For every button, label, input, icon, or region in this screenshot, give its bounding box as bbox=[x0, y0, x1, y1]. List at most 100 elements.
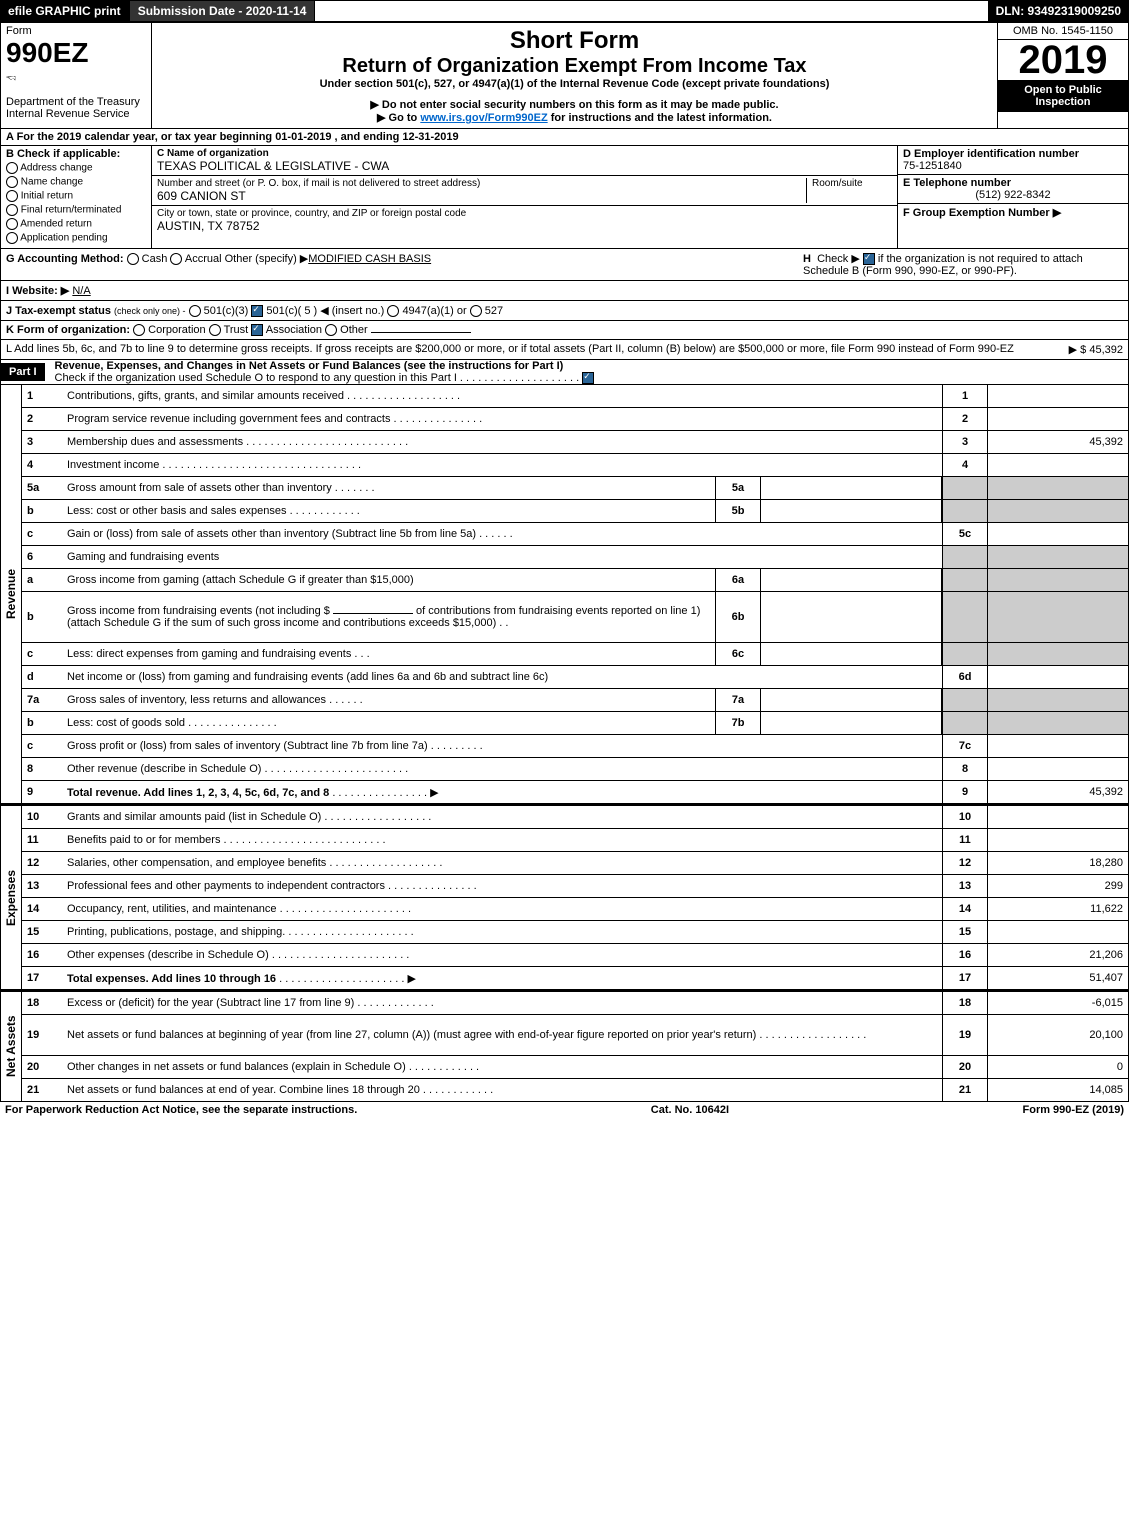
j-4947[interactable] bbox=[387, 305, 399, 317]
initial-return[interactable]: Initial return bbox=[6, 190, 146, 202]
section-d: D Employer identification number 75-1251… bbox=[898, 146, 1128, 175]
j-501c3[interactable] bbox=[189, 305, 201, 317]
line-6c: cLess: direct expenses from gaming and f… bbox=[22, 643, 1128, 666]
line-7b: bLess: cost of goods sold . . . . . . . … bbox=[22, 712, 1128, 735]
part1-check-text: Check if the organization used Schedule … bbox=[55, 372, 1128, 384]
amended-return[interactable]: Amended return bbox=[6, 218, 146, 230]
section-l: L Add lines 5b, 6c, and 7b to line 9 to … bbox=[0, 340, 1129, 360]
line-21: 21Net assets or fund balances at end of … bbox=[22, 1079, 1128, 1101]
line-7a: 7aGross sales of inventory, less returns… bbox=[22, 689, 1128, 712]
section-k: K Form of organization: Corporation Trus… bbox=[0, 321, 1129, 340]
part1-label: Part I bbox=[1, 363, 45, 381]
name-label: C Name of organization bbox=[157, 148, 892, 159]
j-527[interactable] bbox=[470, 305, 482, 317]
top-bar: efile GRAPHIC print Submission Date - 20… bbox=[0, 0, 1129, 22]
city-label: City or town, state or province, country… bbox=[157, 208, 892, 219]
line-6a: aGross income from gaming (attach Schedu… bbox=[22, 569, 1128, 592]
k-trust[interactable] bbox=[209, 324, 221, 336]
j-501c[interactable] bbox=[251, 305, 263, 317]
section-h: H Check ▶ if the organization is not req… bbox=[803, 252, 1123, 277]
line-3: 3Membership dues and assessments . . . .… bbox=[22, 431, 1128, 454]
submission-date: Submission Date - 2020-11-14 bbox=[129, 0, 316, 22]
cash-radio[interactable] bbox=[127, 253, 139, 265]
expenses-table: Expenses 10Grants and similar amounts pa… bbox=[0, 804, 1129, 990]
line-19: 19Net assets or fund balances at beginni… bbox=[22, 1015, 1128, 1056]
section-j: J Tax-exempt status (check only one) - 5… bbox=[0, 301, 1129, 321]
form-header: Form 990EZ 🖘 Department of the Treasury … bbox=[0, 22, 1129, 129]
street-row: Number and street (or P. O. box, if mail… bbox=[152, 176, 897, 206]
section-b-label: B Check if applicable: bbox=[6, 148, 146, 160]
line-11: 11Benefits paid to or for members . . . … bbox=[22, 829, 1128, 852]
efile-label: efile GRAPHIC print bbox=[0, 0, 129, 22]
website: N/A bbox=[72, 285, 90, 297]
line-8: 8Other revenue (describe in Schedule O) … bbox=[22, 758, 1128, 781]
section-f: F Group Exemption Number ▶ bbox=[898, 204, 1128, 221]
form-center: Short Form Return of Organization Exempt… bbox=[152, 23, 997, 128]
form-number: 990EZ bbox=[6, 37, 146, 69]
netassets-table: Net Assets 18Excess or (deficit) for the… bbox=[0, 990, 1129, 1102]
ssn-warning: ▶ Do not enter social security numbers o… bbox=[156, 98, 993, 111]
part1-header: Part I Revenue, Expenses, and Changes in… bbox=[0, 360, 1129, 385]
accounting-other: MODIFIED CASH BASIS bbox=[308, 253, 431, 265]
app-pending[interactable]: Application pending bbox=[6, 232, 146, 244]
addr-change[interactable]: Address change bbox=[6, 162, 146, 174]
irs-link[interactable]: www.irs.gov/Form990EZ bbox=[420, 112, 547, 124]
footer-left: For Paperwork Reduction Act Notice, see … bbox=[5, 1104, 357, 1116]
k-other[interactable] bbox=[325, 324, 337, 336]
dept-label: Department of the Treasury bbox=[6, 96, 146, 108]
goto-link[interactable]: ▶ Go to www.irs.gov/Form990EZ for instru… bbox=[156, 111, 993, 124]
part1-checkbox[interactable] bbox=[582, 372, 594, 384]
period-row: A For the 2019 calendar year, or tax yea… bbox=[0, 129, 1129, 146]
section-c: C Name of organization TEXAS POLITICAL &… bbox=[152, 146, 897, 248]
expenses-side-label: Expenses bbox=[1, 806, 22, 989]
city-row: City or town, state or province, country… bbox=[152, 206, 897, 235]
return-title: Return of Organization Exempt From Incom… bbox=[156, 55, 993, 78]
section-b: B Check if applicable: Address change Na… bbox=[1, 146, 152, 248]
org-name-row: C Name of organization TEXAS POLITICAL &… bbox=[152, 146, 897, 176]
k-assoc[interactable] bbox=[251, 324, 263, 336]
section-gh: G Accounting Method: Cash Accrual Other … bbox=[0, 249, 1129, 281]
final-return[interactable]: Final return/terminated bbox=[6, 204, 146, 216]
open-public: Open to Public Inspection bbox=[998, 80, 1128, 112]
name-change[interactable]: Name change bbox=[6, 176, 146, 188]
netassets-side-label: Net Assets bbox=[1, 992, 22, 1101]
line-1: 1Contributions, gifts, grants, and simil… bbox=[22, 385, 1128, 408]
ein-label: D Employer identification number bbox=[903, 148, 1123, 160]
group-exemption: F Group Exemption Number ▶ bbox=[903, 206, 1123, 219]
entity-section: B Check if applicable: Address change Na… bbox=[0, 146, 1129, 249]
footer: For Paperwork Reduction Act Notice, see … bbox=[0, 1102, 1129, 1118]
line-15: 15Printing, publications, postage, and s… bbox=[22, 921, 1128, 944]
room-label: Room/suite bbox=[806, 178, 892, 203]
revenue-table: Revenue 1Contributions, gifts, grants, a… bbox=[0, 385, 1129, 804]
spacer bbox=[315, 0, 987, 22]
section-g: G Accounting Method: Cash Accrual Other … bbox=[6, 252, 431, 277]
line-2: 2Program service revenue including gover… bbox=[22, 408, 1128, 431]
line-12: 12Salaries, other compensation, and empl… bbox=[22, 852, 1128, 875]
street: 609 CANION ST bbox=[157, 189, 806, 203]
line-13: 13Professional fees and other payments t… bbox=[22, 875, 1128, 898]
line-9: 9Total revenue. Add lines 1, 2, 3, 4, 5c… bbox=[22, 781, 1128, 803]
phone: (512) 922-8342 bbox=[903, 189, 1123, 201]
dln: DLN: 93492319009250 bbox=[988, 0, 1129, 22]
form-label: Form bbox=[6, 25, 146, 37]
street-label: Number and street (or P. O. box, if mail… bbox=[157, 178, 806, 189]
phone-label: E Telephone number bbox=[903, 177, 1123, 189]
accrual-radio[interactable] bbox=[170, 253, 182, 265]
line-5a: 5aGross amount from sale of assets other… bbox=[22, 477, 1128, 500]
line-5b: bLess: cost or other basis and sales exp… bbox=[22, 500, 1128, 523]
footer-right: Form 990-EZ (2019) bbox=[1023, 1104, 1124, 1116]
line-10: 10Grants and similar amounts paid (list … bbox=[22, 806, 1128, 829]
line-20: 20Other changes in net assets or fund ba… bbox=[22, 1056, 1128, 1079]
section-i: I Website: ▶ N/A bbox=[0, 281, 1129, 301]
k-corp[interactable] bbox=[133, 324, 145, 336]
line-14: 14Occupancy, rent, utilities, and mainte… bbox=[22, 898, 1128, 921]
part1-title: Revenue, Expenses, and Changes in Net As… bbox=[55, 360, 1128, 372]
line-4: 4Investment income . . . . . . . . . . .… bbox=[22, 454, 1128, 477]
under-section: Under section 501(c), 527, or 4947(a)(1)… bbox=[156, 78, 993, 90]
line-6: 6Gaming and fundraising events bbox=[22, 546, 1128, 569]
org-name: TEXAS POLITICAL & LEGISLATIVE - CWA bbox=[157, 159, 892, 173]
schedule-b-check[interactable] bbox=[863, 253, 875, 265]
tax-year: 2019 bbox=[998, 40, 1128, 80]
footer-center: Cat. No. 10642I bbox=[651, 1104, 729, 1116]
short-form-title: Short Form bbox=[156, 27, 993, 55]
